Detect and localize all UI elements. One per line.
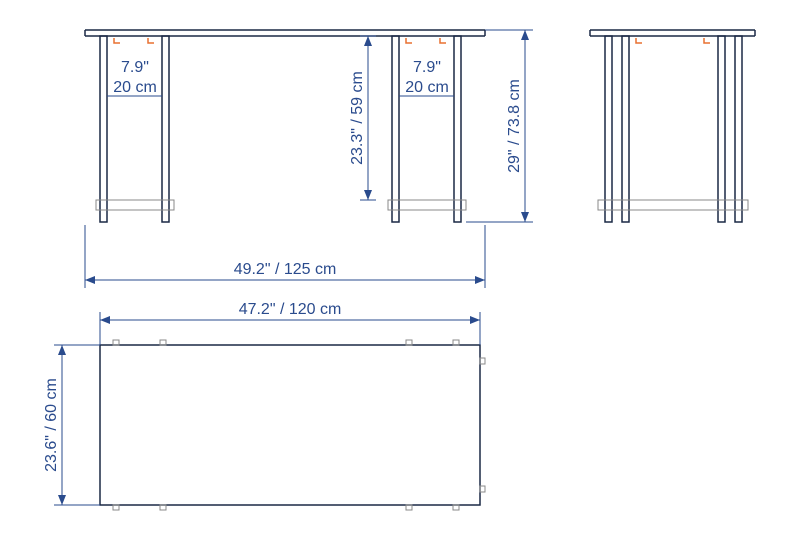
side-view xyxy=(590,30,755,222)
dim-total-height: 29" / 73.8 cm xyxy=(506,79,523,173)
dim-leg-right-cm: 20 cm xyxy=(405,79,449,96)
dim-overall-width: 49.2" / 125 cm xyxy=(234,261,337,278)
dim-leg-left-cm: 20 cm xyxy=(113,79,157,96)
top-view: 47.2" / 120 cm 23.6" / 60 cm xyxy=(43,301,485,510)
dim-leg-right-in: 7.9" xyxy=(413,59,441,76)
front-view: 7.9" 20 cm 7.9" 20 cm 23.3" / 59 cm 29" … xyxy=(85,30,533,288)
technical-drawing: 7.9" 20 cm 7.9" 20 cm 23.3" / 59 cm 29" … xyxy=(0,0,800,533)
dim-inner-height: 23.3" / 59 cm xyxy=(349,71,366,165)
dim-depth: 23.6" / 60 cm xyxy=(43,378,60,472)
dim-top-width: 47.2" / 120 cm xyxy=(239,301,342,318)
dim-leg-left-in: 7.9" xyxy=(121,59,149,76)
